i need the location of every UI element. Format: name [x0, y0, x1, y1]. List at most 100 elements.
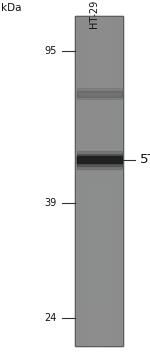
Bar — [75, 168, 123, 171]
Bar — [75, 254, 123, 257]
Bar — [103, 16, 104, 346]
Bar — [75, 327, 123, 330]
Bar — [75, 69, 123, 72]
Bar — [75, 72, 123, 76]
Bar — [75, 323, 123, 327]
Bar — [75, 244, 123, 247]
Bar — [100, 16, 101, 346]
Bar — [75, 237, 123, 241]
Bar — [75, 317, 123, 320]
Bar — [75, 16, 76, 346]
Bar — [75, 303, 123, 307]
Bar — [75, 294, 123, 297]
Bar — [75, 43, 123, 46]
Bar — [87, 16, 88, 346]
Bar — [92, 16, 93, 346]
Bar — [75, 336, 123, 340]
Bar — [75, 320, 123, 323]
Bar — [75, 224, 123, 228]
Bar — [75, 23, 123, 26]
Bar — [75, 280, 123, 284]
Bar — [75, 228, 123, 231]
Bar — [119, 16, 121, 346]
Bar — [75, 33, 123, 36]
Bar — [75, 185, 123, 188]
Text: HT-29: HT-29 — [89, 0, 99, 28]
Bar — [85, 16, 86, 346]
Bar — [112, 16, 113, 346]
Bar — [121, 16, 122, 346]
Bar — [77, 16, 79, 346]
Bar — [75, 307, 123, 310]
Bar — [75, 221, 123, 224]
Bar — [75, 109, 123, 112]
Bar — [75, 181, 123, 185]
Bar — [75, 39, 123, 43]
Bar — [75, 16, 123, 19]
Bar — [75, 297, 123, 300]
Bar — [86, 16, 87, 346]
Bar — [76, 156, 122, 163]
Bar — [75, 52, 123, 56]
Bar — [75, 29, 123, 33]
Bar — [75, 333, 123, 336]
Bar — [106, 16, 107, 346]
Bar — [75, 270, 123, 274]
Bar — [75, 231, 123, 234]
Bar — [75, 122, 123, 125]
Bar — [80, 16, 81, 346]
Bar — [75, 46, 123, 49]
Bar — [75, 142, 123, 145]
Bar — [75, 62, 123, 66]
Bar — [97, 16, 98, 346]
Bar — [75, 56, 123, 59]
Bar — [75, 76, 123, 79]
Bar — [89, 16, 91, 346]
Text: 39: 39 — [45, 198, 57, 208]
Bar — [75, 158, 123, 162]
Bar — [75, 343, 123, 346]
Bar — [75, 310, 123, 313]
Bar — [93, 16, 94, 346]
Bar — [91, 16, 92, 346]
Text: 5T4: 5T4 — [140, 153, 150, 166]
Bar — [116, 16, 117, 346]
Bar — [75, 92, 123, 95]
Bar — [83, 16, 85, 346]
Bar — [75, 165, 123, 168]
Bar — [75, 267, 123, 270]
Bar — [75, 330, 123, 333]
Bar — [75, 251, 123, 254]
Bar — [75, 132, 123, 135]
Bar — [75, 36, 123, 39]
Bar — [94, 16, 95, 346]
Bar — [75, 287, 123, 290]
Bar — [81, 16, 82, 346]
Bar — [75, 138, 123, 142]
Bar — [75, 125, 123, 129]
Bar — [75, 129, 123, 132]
Bar — [104, 16, 105, 346]
Bar — [75, 118, 123, 122]
Bar — [75, 162, 123, 165]
Bar — [105, 16, 106, 346]
Bar — [75, 66, 123, 69]
Bar — [75, 300, 123, 303]
Bar — [115, 16, 116, 346]
Text: kDa: kDa — [2, 3, 22, 13]
Bar — [75, 195, 123, 198]
Bar — [75, 218, 123, 221]
Bar — [75, 277, 123, 280]
Bar — [75, 151, 123, 155]
Bar — [75, 79, 123, 82]
Bar — [75, 102, 123, 105]
Bar — [75, 171, 123, 175]
Bar — [76, 88, 122, 99]
Bar — [75, 204, 123, 208]
Bar — [75, 82, 123, 85]
Bar — [75, 201, 123, 204]
Bar — [75, 95, 123, 99]
Bar — [75, 234, 123, 237]
Bar — [110, 16, 111, 346]
Bar — [75, 214, 123, 218]
